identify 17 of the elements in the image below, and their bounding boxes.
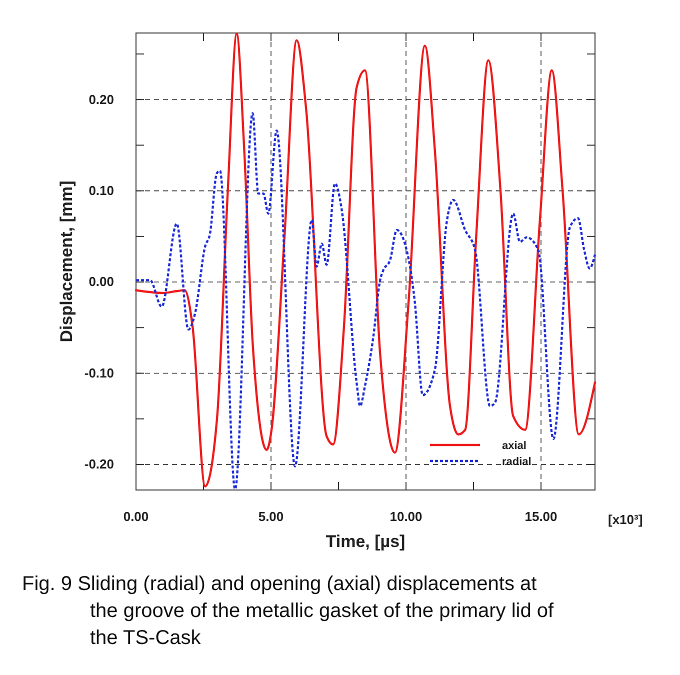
text: Fig. 9 Sliding (radial) and opening (axial) displacements at the groove of the metallic gasket of the primary lid of the TS-Cask bbox=[22, 573, 554, 649]
y-tick-label: -0.20 bbox=[84, 456, 114, 472]
text: [x10³] bbox=[608, 512, 643, 527]
y-tick-label: 0.20 bbox=[88, 92, 114, 107]
x-tick-label: 0.00 bbox=[123, 509, 149, 524]
y-tick-label: -0.10 bbox=[84, 365, 114, 380]
legend-label: axial bbox=[502, 440, 526, 452]
y-tick-label: 0.10 bbox=[88, 182, 114, 198]
x-tick-label: 10.00 bbox=[390, 509, 422, 524]
legend-label: radial bbox=[502, 456, 532, 468]
x-tick-label: 5.00 bbox=[258, 509, 284, 524]
x-axis-title: Time, [µs] bbox=[326, 532, 406, 551]
line-series bbox=[134, 112, 596, 490]
y-tick-label: 0.00 bbox=[88, 274, 114, 290]
line-series bbox=[134, 32, 596, 488]
y-axis-title: Displacement, [mm] bbox=[57, 180, 76, 342]
x-tick-label: 15.00 bbox=[524, 509, 558, 524]
